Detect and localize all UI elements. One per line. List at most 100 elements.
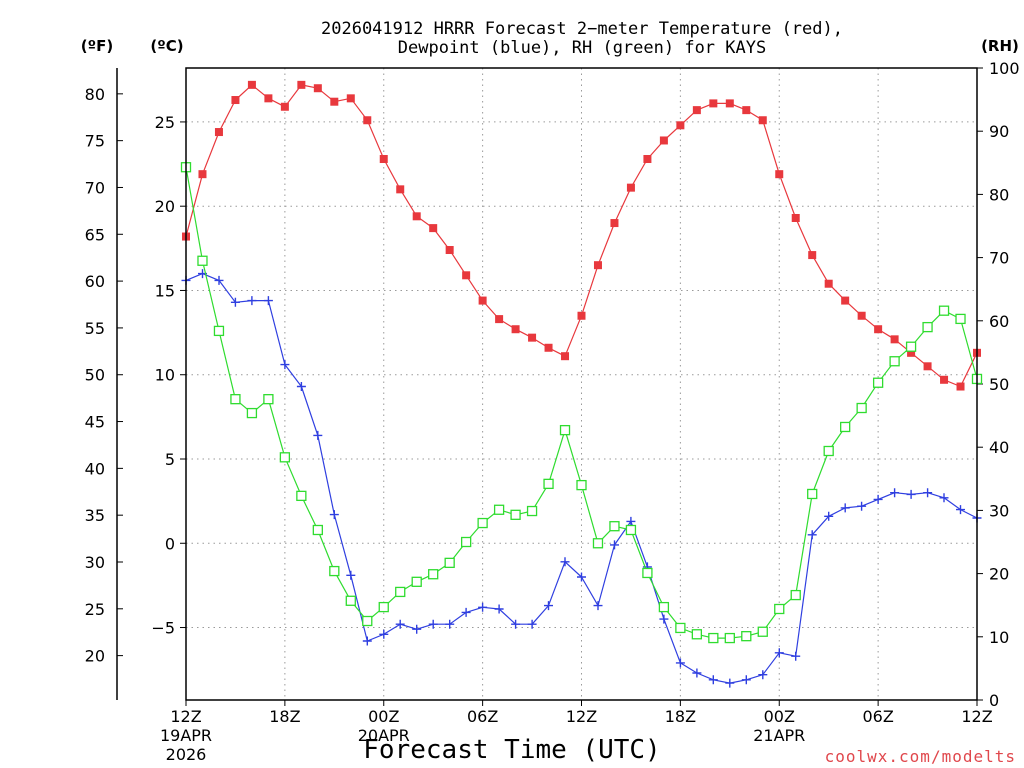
x-axis-title: Forecast Time (UTC) — [363, 735, 660, 765]
rh-point — [444, 557, 455, 569]
date-tick-label: 21APR — [753, 726, 805, 745]
dewpoint-point — [296, 382, 306, 391]
temperature-point — [445, 246, 454, 255]
dewpoint-point — [956, 505, 965, 515]
temperature-series — [182, 80, 981, 391]
chart-title-line-2: Dewpoint (blue), RH (green) for KAYS — [398, 38, 766, 58]
dewpoint-point — [791, 651, 801, 661]
rh-point — [872, 377, 884, 388]
rh-tick-label: 40 — [989, 438, 1009, 457]
credit-text: coolwx.com/modelts — [825, 747, 1016, 766]
celsius-tick-label: 20 — [155, 197, 175, 216]
rh-point — [757, 626, 768, 637]
dewpoint-point — [807, 530, 817, 540]
rh-point — [428, 569, 439, 580]
dewpoint-point — [461, 607, 471, 617]
temperature-point — [577, 311, 586, 320]
date-tick-label: 20APR — [358, 726, 410, 745]
dewpoint-point — [923, 488, 933, 498]
rh-point — [246, 407, 258, 419]
rh-tick-label: 50 — [989, 375, 1009, 394]
dewpoint-point — [395, 619, 405, 629]
rh-point — [856, 402, 867, 414]
dewpoint-point — [725, 678, 735, 688]
rh-point — [279, 452, 291, 463]
rh-tick-label: 10 — [989, 628, 1009, 647]
dewpoint-point — [593, 601, 603, 611]
temperature-point — [198, 170, 207, 179]
rh-point — [691, 629, 703, 640]
rh-point — [576, 479, 587, 491]
temperature-point — [429, 224, 438, 233]
rh-point — [477, 517, 488, 529]
dewpoint-point — [906, 489, 916, 499]
rh-point — [329, 565, 340, 577]
temperature-point — [528, 333, 537, 342]
rh-point — [790, 589, 801, 601]
temperature-point — [330, 97, 339, 106]
fahrenheit-tick-label: 45 — [85, 413, 105, 432]
rh-point — [658, 601, 670, 613]
fahrenheit-axis-label: (ºF) — [81, 37, 113, 55]
temperature-point — [890, 335, 899, 344]
dewpoint-point — [214, 275, 224, 285]
rh-point — [675, 622, 686, 634]
temperature-point — [363, 116, 372, 125]
dewpoint-point — [708, 675, 718, 685]
rh-point — [708, 632, 719, 644]
dewpoint-point — [412, 624, 422, 634]
data-series — [180, 80, 983, 688]
plot-frame — [185, 67, 978, 701]
rh-tick-label: 80 — [989, 185, 1009, 204]
dewpoint-point — [346, 570, 356, 580]
dewpoint-point — [230, 297, 240, 307]
temperature-point — [659, 136, 668, 145]
dewpoint-point — [379, 629, 389, 639]
temperature-point — [511, 325, 520, 334]
fahrenheit-tick-label: 25 — [85, 600, 105, 619]
temperature-point — [247, 80, 256, 89]
fahrenheit-tick-label: 40 — [85, 459, 105, 478]
temperature-point — [709, 99, 718, 108]
temperature-point — [676, 121, 685, 130]
time-tick-label: 18Z — [665, 707, 696, 726]
rh-tick-label: 90 — [989, 122, 1009, 141]
fahrenheit-tick-label: 30 — [85, 553, 105, 572]
temperature-point — [313, 84, 322, 93]
dewpoint-point — [659, 614, 669, 624]
rh-tick-label: 0 — [989, 691, 999, 710]
dewpoint-point — [890, 488, 900, 498]
rh-point — [922, 321, 933, 333]
rh-point — [296, 490, 307, 502]
fahrenheit-tick-label: 70 — [85, 178, 105, 197]
dewpoint-point — [445, 619, 455, 629]
rh-point — [345, 595, 356, 606]
rh-point — [526, 505, 538, 517]
rh-point — [938, 305, 950, 316]
dewpoint-point — [544, 601, 553, 611]
temperature-point — [758, 116, 767, 125]
dewpoint-point — [857, 501, 867, 511]
rh-point — [559, 424, 571, 436]
temperature-point — [544, 343, 553, 352]
temperature-point — [214, 128, 223, 137]
dewpoint-point — [511, 619, 521, 629]
fahrenheit-tick-label: 20 — [85, 647, 105, 666]
rh-series — [180, 162, 983, 644]
rh-point — [197, 255, 208, 266]
dewpoint-point — [873, 494, 883, 504]
fahrenheit-axis: 80 75 70 65 60 55 50 45 40 35 30 25 20 — [85, 85, 123, 666]
dewpoint-point — [741, 675, 751, 685]
temperature-point — [231, 96, 240, 105]
dewpoint-point — [577, 572, 586, 582]
dewpoint-point — [626, 516, 636, 526]
celsius-tick-label: 10 — [155, 366, 175, 385]
fahrenheit-tick-label: 65 — [85, 225, 105, 244]
time-tick-label: 12Z — [170, 707, 201, 726]
rh-point — [543, 478, 554, 490]
dewpoint-point — [774, 648, 784, 658]
temperature-point — [643, 155, 652, 164]
rh-point — [889, 356, 900, 367]
